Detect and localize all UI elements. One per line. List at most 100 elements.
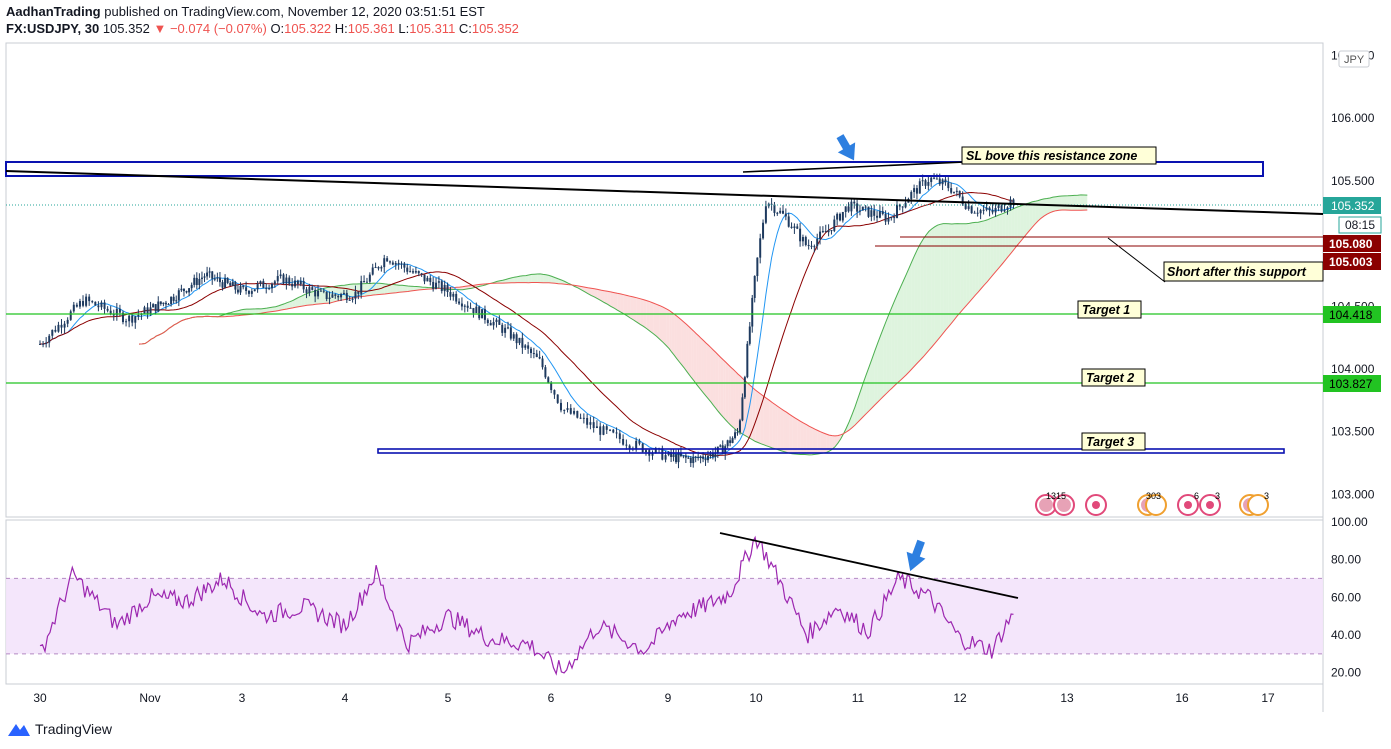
- cloud-segment: [999, 213, 1003, 268]
- candle-body: [94, 301, 97, 306]
- cloud-segment: [863, 374, 867, 417]
- cloud-segment: [656, 304, 660, 340]
- short-arrow-line[interactable]: [1107, 237, 1166, 283]
- candle-body: [357, 291, 360, 294]
- candle-body: [291, 283, 294, 287]
- candle-body: [982, 209, 985, 211]
- cloud-segment: [666, 308, 670, 349]
- chart-canvas[interactable]: SL bove this resistance zone Short after…: [0, 0, 1391, 712]
- economic-events[interactable]: 1315 303 6 3 3: [1035, 491, 1269, 516]
- target3-annotation[interactable]: Target 3: [1081, 432, 1146, 451]
- main-trendline[interactable]: [5, 170, 1324, 215]
- candle-body: [586, 417, 589, 425]
- candle-body: [498, 319, 501, 325]
- candle-body: [799, 228, 802, 242]
- cloud-segment: [683, 322, 687, 371]
- candle-body: [109, 310, 112, 315]
- candle-body: [741, 397, 744, 421]
- candle-body: [388, 261, 391, 263]
- time-tick-label: 9: [665, 691, 672, 705]
- svg-text:Target 2: Target 2: [1086, 371, 1134, 385]
- price-scale[interactable]: 106.500106.000105.500105.000104.500104.0…: [1331, 49, 1375, 502]
- candle-body: [890, 217, 893, 219]
- candle-body: [495, 319, 498, 323]
- flag-icon[interactable]: 1315: [1035, 491, 1075, 516]
- candle-body: [958, 190, 961, 197]
- cloud-segment: [281, 303, 285, 310]
- candle-body: [541, 358, 544, 368]
- svg-text:105.003: 105.003: [1329, 255, 1373, 269]
- candle-body: [162, 302, 165, 305]
- candle-body: [753, 276, 756, 298]
- author-name[interactable]: AadhanTrading: [6, 4, 101, 19]
- candle-body: [472, 308, 475, 313]
- candle-body: [515, 334, 518, 344]
- candle-body: [910, 192, 913, 199]
- close-label: C:: [458, 21, 472, 36]
- cloud-segment: [826, 434, 830, 453]
- candle-body: [544, 367, 547, 378]
- cloud-segment: [909, 261, 912, 372]
- candle-body: [941, 179, 944, 185]
- candle-body: [839, 213, 841, 221]
- target1-annotation[interactable]: Target 1: [1077, 300, 1142, 319]
- short-annotation[interactable]: Short after this support: [1163, 261, 1324, 282]
- time-scale[interactable]: 30 Nov 3 4 5 6 9 10 11 12 13 16 17: [33, 691, 1275, 705]
- cloud-segment: [730, 366, 734, 428]
- candle-body: [976, 212, 979, 214]
- candle-body: [486, 319, 489, 324]
- cloud-segment: [607, 291, 611, 307]
- candle-body: [654, 448, 657, 453]
- candle-body: [933, 177, 936, 179]
- event-dot-icon[interactable]: 6: [1177, 491, 1199, 516]
- svg-text:Target 1: Target 1: [1082, 303, 1130, 317]
- cloud-segment: [511, 277, 515, 283]
- cloud-segment: [891, 300, 895, 389]
- arrow-down-icon: [906, 539, 926, 572]
- candle-body: [440, 281, 443, 292]
- rsi-scale[interactable]: 100.00 80.00 60.00 40.00 20.00: [1331, 515, 1368, 680]
- currency-badge[interactable]: JPY: [1338, 50, 1370, 68]
- footer-brand[interactable]: TradingView: [8, 721, 112, 737]
- candle-body: [994, 207, 997, 213]
- candle-body: [354, 291, 357, 299]
- resistance-zone[interactable]: [5, 161, 1264, 177]
- candle-body: [218, 277, 221, 283]
- cloud-segment: [546, 274, 549, 283]
- cloud-segment: [246, 309, 250, 315]
- candle-body: [773, 204, 776, 213]
- candle-body: [143, 307, 146, 314]
- candle-body: [782, 210, 784, 214]
- target3-zone[interactable]: [377, 448, 1285, 454]
- top-trendline[interactable]: [742, 161, 966, 173]
- candle-body: [927, 182, 930, 186]
- cloud-segment: [931, 226, 935, 347]
- cloud-segment: [249, 309, 253, 315]
- candle-body: [437, 281, 440, 283]
- cloud-segment: [972, 222, 976, 299]
- flag-icon[interactable]: 303: [1137, 491, 1167, 516]
- rsi-tick-label: 20.00: [1331, 666, 1361, 680]
- candle-body: [576, 411, 579, 418]
- cloud-segment: [1002, 212, 1006, 264]
- candle-body: [501, 324, 504, 333]
- target2-annotation[interactable]: Target 2: [1081, 368, 1146, 387]
- cloud-segment: [795, 417, 798, 455]
- candle-body: [234, 282, 237, 290]
- cloud-segment: [897, 287, 901, 383]
- candle-body: [66, 319, 69, 324]
- cloud-segment: [911, 255, 915, 369]
- event-dot-icon[interactable]: 3: [1199, 491, 1221, 516]
- candle-body: [881, 211, 884, 215]
- cloud-segment: [1032, 201, 1036, 228]
- event-dot-icon[interactable]: [1085, 494, 1107, 516]
- cloud-segment: [852, 407, 855, 428]
- cloud-segment: [255, 308, 259, 314]
- cloud-segment: [653, 303, 657, 337]
- rsi-trendline[interactable]: [719, 532, 1019, 599]
- flag-icon[interactable]: 3: [1239, 491, 1269, 516]
- arrow-down-icon: [836, 134, 856, 161]
- cloud-segment: [534, 273, 538, 283]
- candle-body: [856, 203, 859, 212]
- sl-annotation[interactable]: SL bove this resistance zone: [961, 146, 1157, 165]
